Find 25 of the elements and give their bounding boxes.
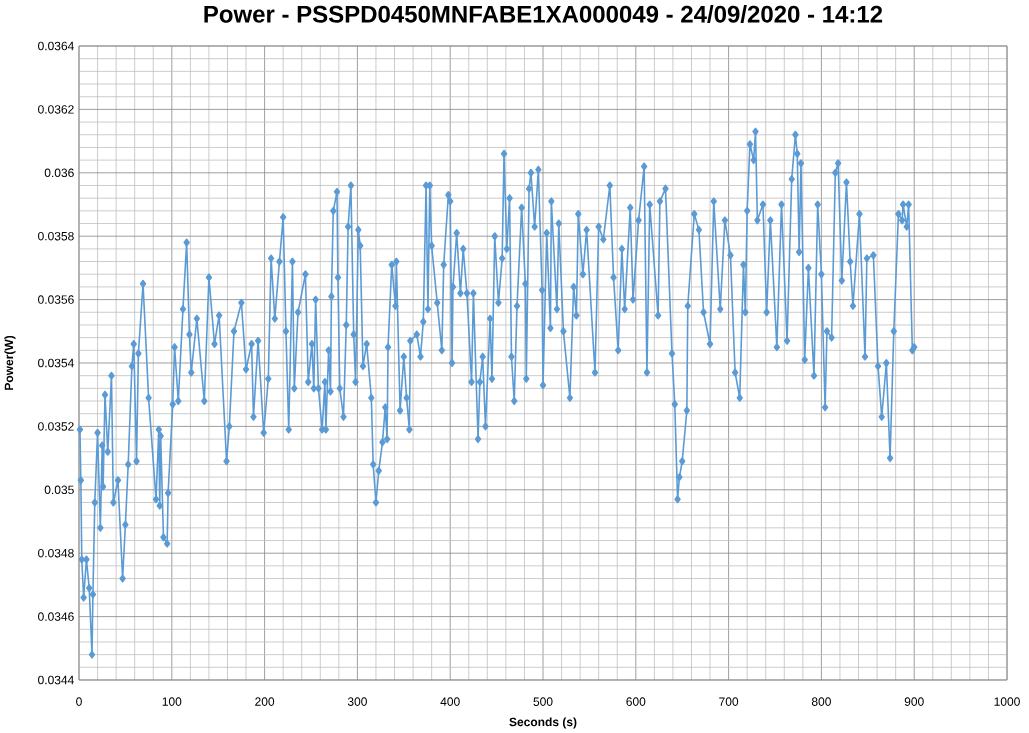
x-tick-label: 400 <box>440 697 460 706</box>
x-tick-label: 100 <box>162 697 182 706</box>
x-axis-title: Seconds (s) <box>509 717 577 729</box>
y-tick-label: 0.0362 <box>38 105 74 114</box>
y-tick-label: 0.036 <box>44 168 74 178</box>
x-tick-label: 500 <box>533 697 553 706</box>
x-tick-label: 600 <box>626 697 646 706</box>
y-tick-label: 0.0358 <box>38 231 74 241</box>
chart-title: Power - PSSPD0450MNFABE1XA000049 - 24/09/2020 - 14:12 <box>204 5 883 23</box>
x-tick-label: 800 <box>811 697 831 706</box>
y-axis-title: Power(W) <box>4 335 16 390</box>
x-tick-label: 700 <box>719 697 739 706</box>
x-tick-label: 1000 <box>994 697 1020 706</box>
y-tick-label: 0.0354 <box>38 358 74 368</box>
x-tick-label: 200 <box>255 697 275 706</box>
y-tick-label: 0.0352 <box>38 422 74 431</box>
y-tick-label: 0.0356 <box>38 295 74 304</box>
x-tick-label: 900 <box>904 697 924 706</box>
x-tick-label: 0 <box>76 697 82 706</box>
x-tick-label: 300 <box>347 697 367 706</box>
y-tick-label: 0.0348 <box>38 548 74 558</box>
y-tick-label: 0.0364 <box>38 41 74 51</box>
y-tick-label: 0.035 <box>44 485 74 495</box>
y-tick-label: 0.0344 <box>38 675 74 685</box>
y-tick-label: 0.0346 <box>38 612 74 621</box>
